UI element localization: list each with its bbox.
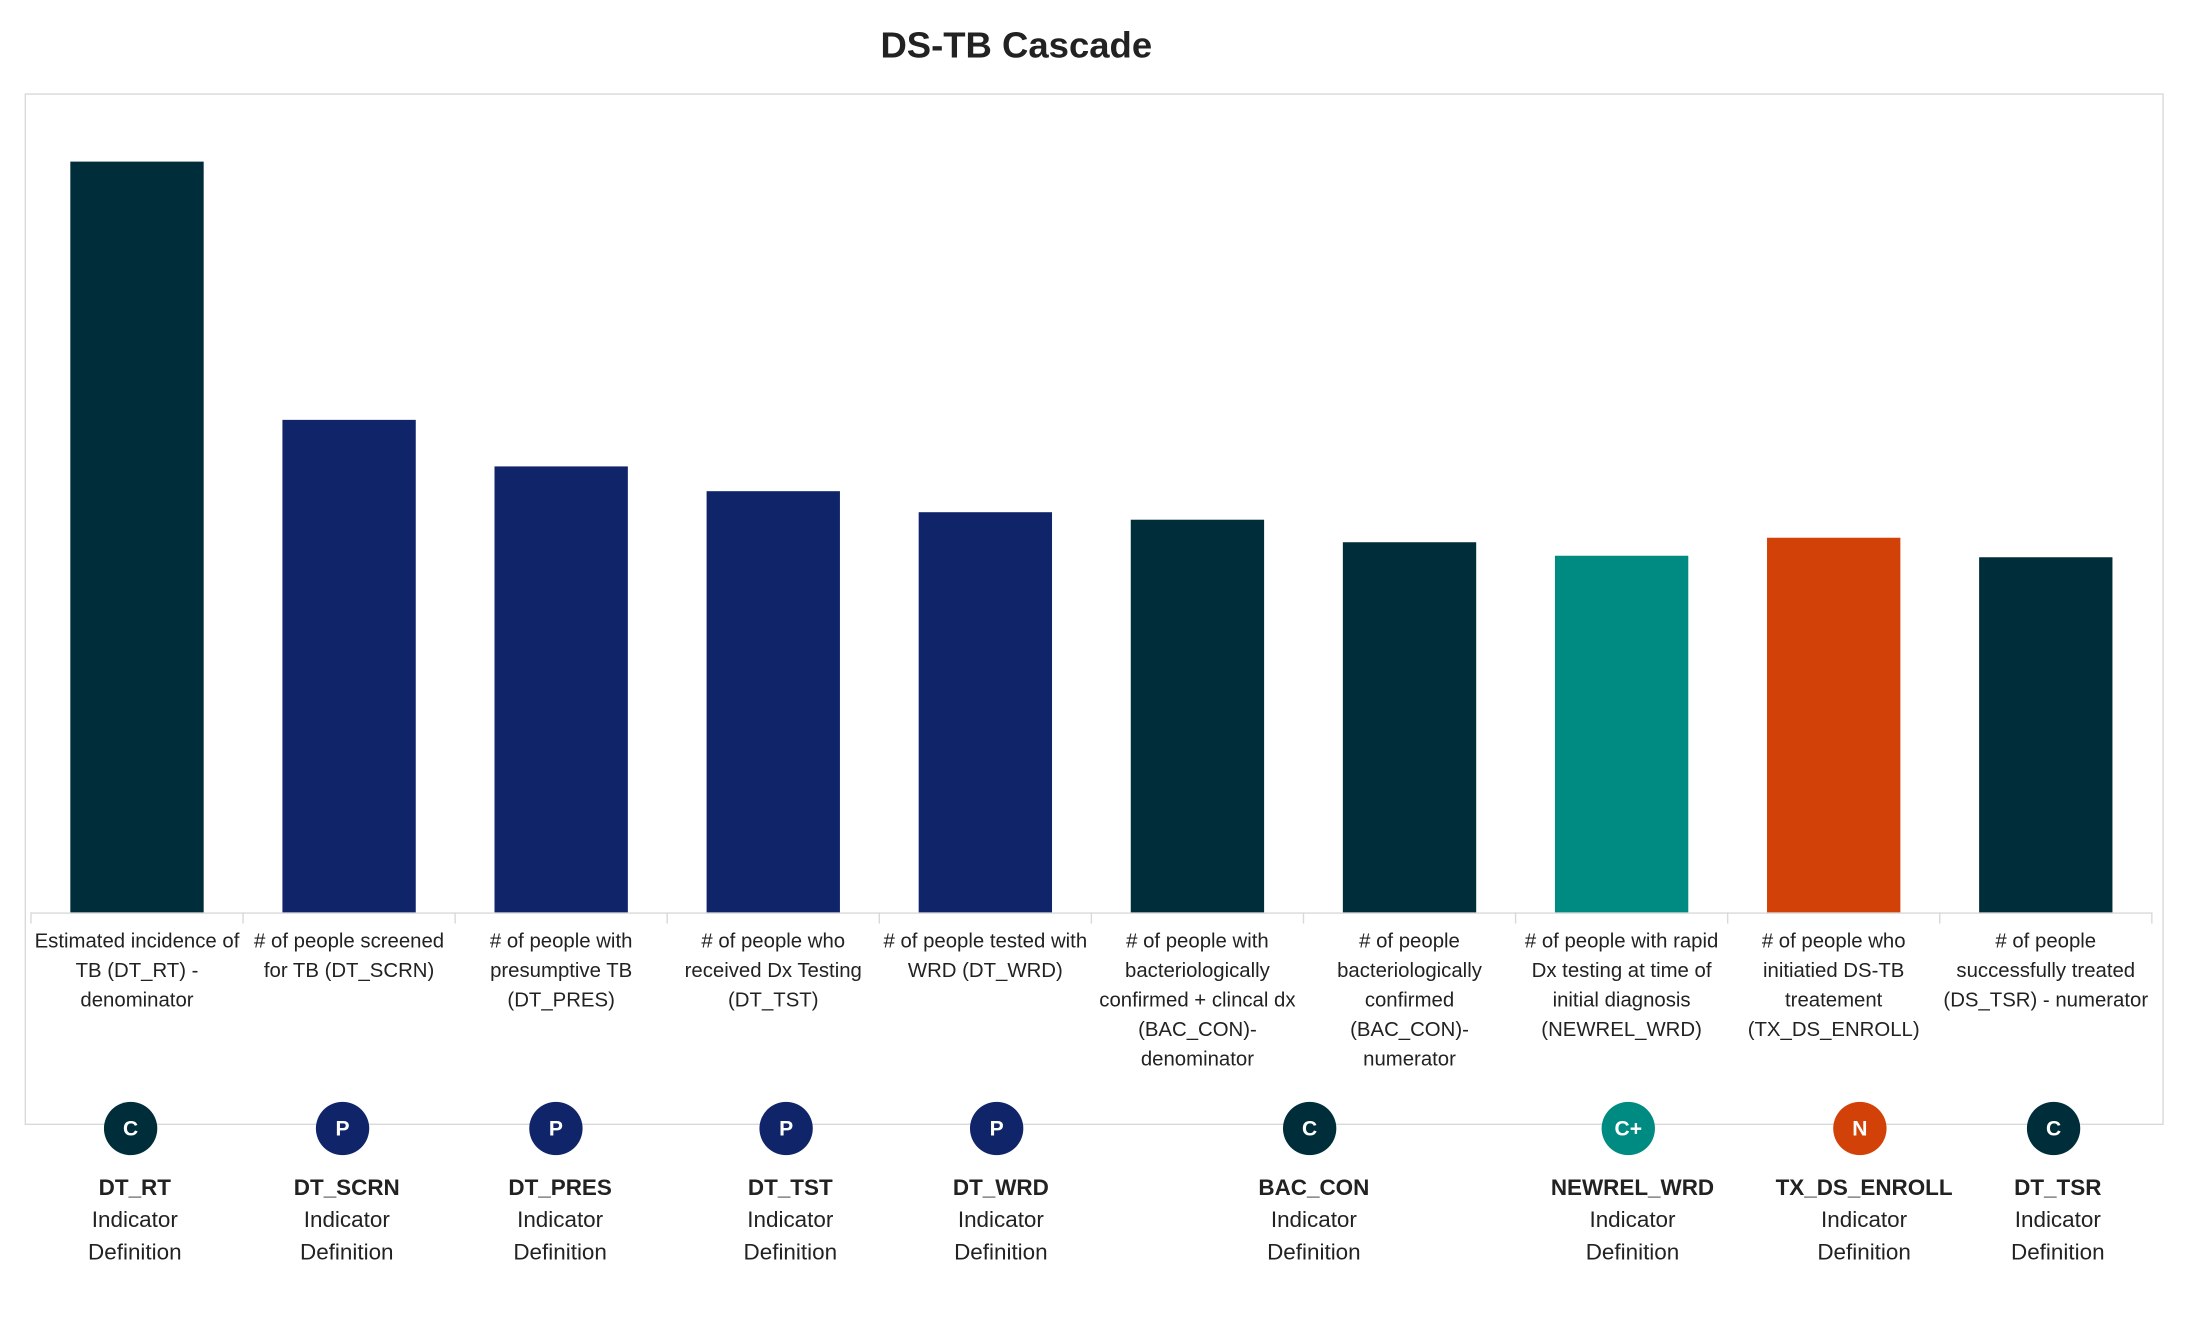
badge [2026, 1101, 2081, 1156]
indicator-code[interactable]: DT_TST [748, 1175, 833, 1200]
x-tick-label: Estimated incidence of TB (DT_RT) - deno… [34, 930, 240, 1013]
indicator-link[interactable]: Indicator [92, 1207, 179, 1232]
indicator-link[interactable]: Indicator [958, 1207, 1045, 1232]
badge [529, 1101, 583, 1156]
bar [70, 161, 204, 913]
x-tick-label: # of people who received Dx Testing (DT_… [684, 930, 862, 1013]
badge-label: C [1302, 1117, 1317, 1140]
indicator-code[interactable]: DT_WRD [953, 1175, 1049, 1200]
indicator-link[interactable]: Indicator [1589, 1207, 1676, 1232]
indicator-link[interactable]: Definition [2011, 1239, 2105, 1264]
bar [1767, 537, 1901, 913]
indicator-code[interactable]: DT_TSR [2014, 1175, 2101, 1200]
indicator-link[interactable]: Indicator [304, 1207, 391, 1232]
x-label-box: Estimated incidence of TB (DT_RT) - deno… [34, 930, 240, 1013]
badge [759, 1101, 813, 1156]
x-label-box: # of people with bacteriologically confi… [1099, 930, 1296, 1071]
badge-label: P [549, 1117, 563, 1140]
x-tick-label: # of people with presumptive TB (DT_PRES… [489, 930, 633, 1013]
badge [969, 1101, 1024, 1156]
indicator-link[interactable]: Indicator [747, 1207, 834, 1232]
badge [315, 1101, 370, 1156]
x-label-box: # of people successfully treated (DS_TSR… [1943, 930, 2149, 1013]
x-tick-label: # of people screened for TB (DT_SCRN) [254, 930, 445, 983]
badge [1601, 1101, 1655, 1156]
indicator-link[interactable]: Definition [1586, 1239, 1680, 1264]
indicator-link[interactable]: Definition [744, 1239, 838, 1264]
indicator-code[interactable]: DT_PRES [508, 1175, 612, 1200]
indicator-link[interactable]: Definition [1817, 1239, 1911, 1264]
x-label-box: # of people bacteriologically confirmed … [1337, 930, 1482, 1071]
x-tick-label: # of people with bacteriologically confi… [1099, 930, 1296, 1071]
bar [494, 466, 628, 913]
indicator-code[interactable]: DT_RT [99, 1175, 172, 1200]
indicator-link[interactable]: Definition [88, 1239, 182, 1264]
badge-label: C [2046, 1117, 2061, 1140]
indicator-code[interactable]: BAC_CON [1258, 1175, 1369, 1200]
indicator-code[interactable]: NEWREL_WRD [1551, 1175, 1714, 1200]
x-tick-label: # of people who initiatied DS-TB treatem… [1747, 930, 1920, 1042]
x-label-box: # of people tested with WRD (DT_WRD) [883, 930, 1088, 983]
x-label-box: # of people who received Dx Testing (DT_… [684, 930, 862, 1013]
x-tick-label: # of people tested with WRD (DT_WRD) [883, 930, 1088, 983]
badge [103, 1101, 158, 1156]
badge [1282, 1101, 1337, 1156]
badge-label: C [123, 1117, 138, 1140]
chart-title: DS-TB Cascade [880, 24, 1152, 65]
bar [1130, 519, 1265, 913]
indicator-link[interactable]: Definition [1267, 1239, 1361, 1264]
indicator-link[interactable]: Definition [513, 1239, 607, 1264]
bar [1554, 555, 1689, 913]
badge-label: P [336, 1117, 350, 1140]
x-tick-label: # of people bacteriologically confirmed … [1337, 930, 1482, 1071]
indicator-code[interactable]: DT_SCRN [294, 1175, 400, 1200]
x-label-box: # of people with presumptive TB (DT_PRES… [489, 930, 633, 1013]
indicator-link[interactable]: Indicator [517, 1207, 604, 1232]
badge [1833, 1101, 1887, 1156]
badge-label: C+ [1615, 1117, 1643, 1140]
bar [706, 491, 840, 913]
x-label-box: # of people who initiatied DS-TB treatem… [1747, 930, 1920, 1042]
x-label-box: # of people screened for TB (DT_SCRN) [254, 930, 445, 983]
indicator-link[interactable]: Definition [300, 1239, 394, 1264]
x-label-box: # of people with rapid Dx testing at tim… [1524, 930, 1719, 1042]
badge-label: N [1852, 1117, 1867, 1140]
badge-label: P [990, 1117, 1004, 1140]
plot-frame [24, 93, 2164, 1126]
indicator-link[interactable]: Indicator [1821, 1207, 1908, 1232]
x-tick-label: # of people with rapid Dx testing at tim… [1524, 930, 1719, 1042]
bar [918, 512, 1053, 913]
indicator-code[interactable]: TX_DS_ENROLL [1776, 1175, 1953, 1200]
badge-label: P [779, 1117, 793, 1140]
bar [1342, 542, 1477, 913]
bar [282, 419, 416, 913]
indicator-link[interactable]: Definition [954, 1239, 1048, 1264]
bar [1979, 557, 2113, 913]
x-tick-label: # of people successfully treated (DS_TSR… [1943, 930, 2149, 1013]
indicator-link[interactable]: Indicator [2015, 1207, 2102, 1232]
indicator-link[interactable]: Indicator [1271, 1207, 1358, 1232]
